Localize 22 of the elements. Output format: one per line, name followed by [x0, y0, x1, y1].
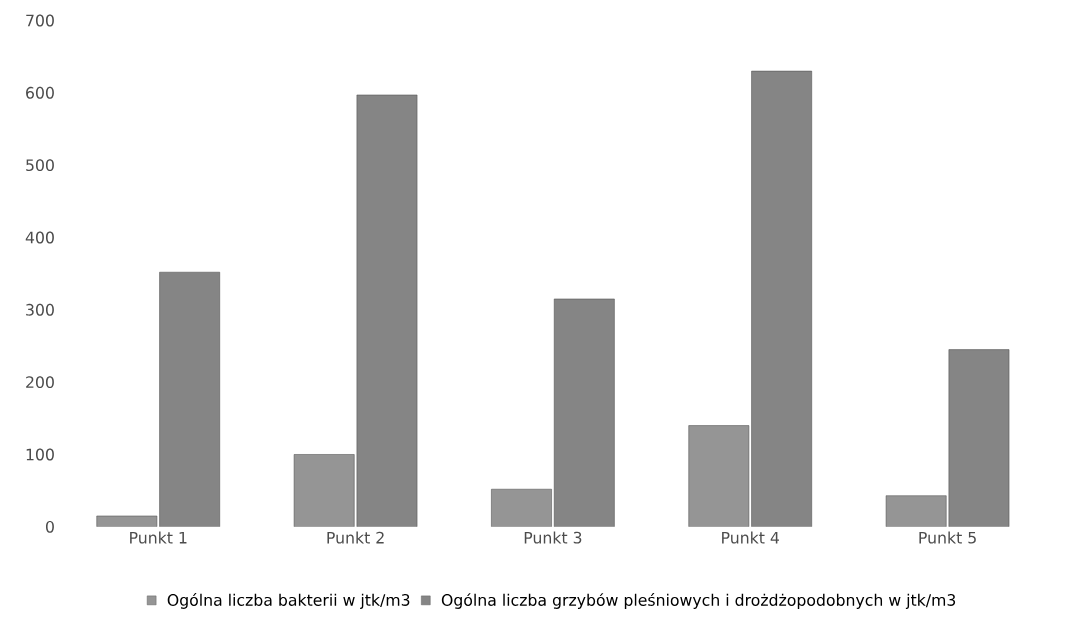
x-tick-label: Punkt 4 — [722, 531, 780, 544]
bar — [553, 298, 615, 528]
bar — [751, 71, 812, 528]
y-tick-label: 400 — [25, 231, 54, 244]
y-tick-label: 500 — [26, 159, 54, 172]
y-tick-label: 700 — [26, 14, 54, 27]
bar — [948, 349, 1010, 528]
y-tick-label: 200 — [26, 376, 54, 389]
y-tick-label: 300 — [26, 304, 54, 316]
y-tick-label: 600 — [26, 87, 54, 99]
x-tick-label: Punkt 1 — [130, 531, 187, 544]
x-tick-label: Punkt 2 — [327, 531, 384, 544]
y-tick-label: 0 — [45, 521, 54, 533]
legend-label: Ogólna liczba bakterii w jtk/m3 — [167, 593, 410, 610]
y-tick-label: 100 — [26, 448, 54, 461]
x-tick-label: Punkt 5 — [919, 531, 976, 544]
legend-label: Ogólna liczba grzybów pleśniowych i drożdżopodobnych w jtk/m3 — [441, 593, 956, 610]
bar — [356, 94, 418, 528]
x-tick-label: Punkt 3 — [524, 531, 582, 544]
bar — [885, 495, 947, 528]
bar — [491, 489, 552, 528]
bar — [159, 272, 221, 528]
